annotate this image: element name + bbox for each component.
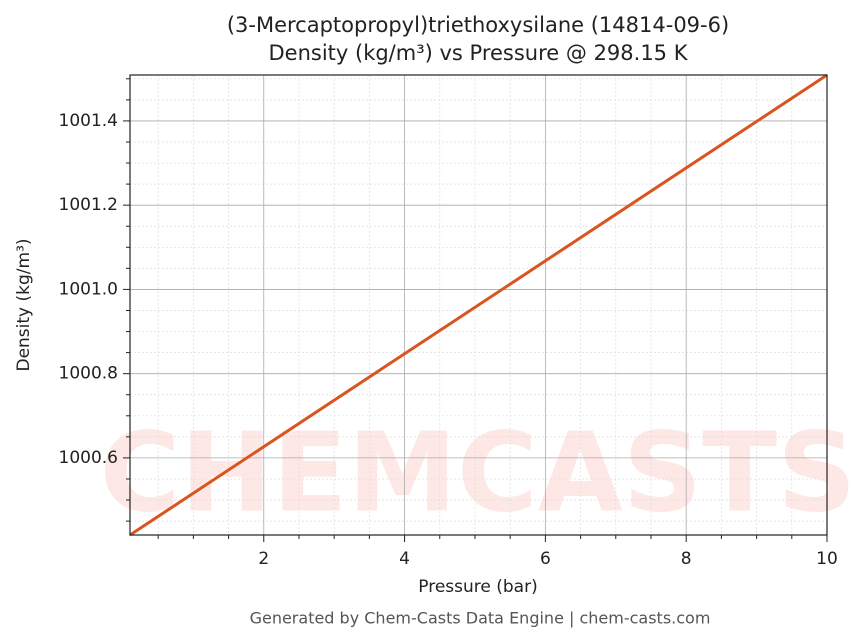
- plot-frame: [129, 74, 828, 536]
- y-tick-label: 1000.6: [59, 448, 118, 468]
- y-tick-label: 1001.4: [59, 111, 118, 131]
- watermark: CHEMCASTS: [100, 408, 856, 536]
- x-tick-label: 8: [681, 549, 692, 569]
- y-tick-label: 1001.2: [59, 195, 118, 215]
- footer: Generated by Chem-Casts Data Engine | ch…: [250, 609, 711, 628]
- y-axis-label: Density (kg/m³): [14, 238, 34, 371]
- x-axis-label: Pressure (bar): [418, 577, 537, 597]
- x-tick-label: 10: [816, 549, 838, 569]
- x-tick-label: 2: [258, 549, 269, 569]
- data-line: [129, 73, 828, 537]
- y-tick-label: 1001.0: [59, 279, 118, 299]
- y-tick-label: 1000.8: [59, 364, 118, 384]
- x-tick-label: 4: [399, 549, 410, 569]
- chart-title: (3-Mercaptopropyl)triethoxysilane (14814…: [227, 13, 729, 37]
- chart-subtitle: Density (kg/m³) vs Pressure @ 298.15 K: [268, 41, 688, 65]
- x-tick-label: 6: [540, 549, 551, 569]
